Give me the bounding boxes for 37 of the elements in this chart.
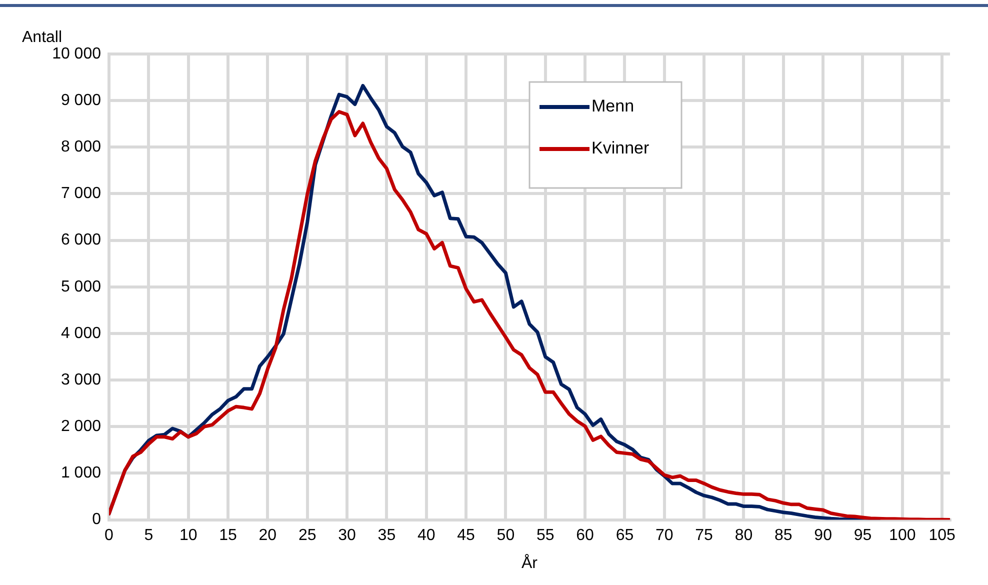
x-tick-label: 100 xyxy=(889,526,916,544)
x-tick-label: 85 xyxy=(774,526,792,544)
y-tick-label: 1 000 xyxy=(60,464,102,482)
x-tick-label: 70 xyxy=(655,526,674,544)
y-tick-label: 2 000 xyxy=(60,418,102,436)
y-tick-label: 7 000 xyxy=(60,185,102,202)
x-tick-label: 95 xyxy=(854,526,872,544)
x-tick-label: 40 xyxy=(417,526,436,544)
y-tick-label: 6 000 xyxy=(60,232,102,249)
x-tick-label: 35 xyxy=(378,526,396,544)
legend-label: Menn xyxy=(592,96,634,116)
y-tick-label: 0 xyxy=(92,511,102,528)
x-tick-label: 10 xyxy=(179,526,198,544)
x-tick-label: 45 xyxy=(457,526,476,544)
x-tick-label: 5 xyxy=(144,526,154,544)
y-tick-label: 4 000 xyxy=(60,324,102,342)
x-tick-label: 65 xyxy=(616,526,634,544)
y-axis-title: Antall xyxy=(22,29,62,46)
x-tick-label: 55 xyxy=(536,526,554,544)
y-tick-label: 3 000 xyxy=(60,371,102,388)
x-tick-label: 60 xyxy=(576,526,594,544)
x-tick-label: 105 xyxy=(928,526,956,544)
x-tick-label: 80 xyxy=(734,526,753,544)
y-tick-label: 9 000 xyxy=(60,92,102,109)
x-tick-label: 20 xyxy=(258,526,277,544)
y-tick-label: 5 000 xyxy=(60,278,102,296)
x-tick-label: 15 xyxy=(219,526,238,544)
x-tick-label: 30 xyxy=(338,526,356,544)
x-tick-label: 25 xyxy=(298,526,316,544)
x-axis-title: År xyxy=(522,554,538,572)
y-tick-label: 10 000 xyxy=(52,45,102,62)
x-tick-label: 50 xyxy=(496,526,515,544)
y-tick-label: 8 000 xyxy=(60,138,102,156)
x-tick-label: 0 xyxy=(104,526,114,544)
legend-label: Kvinner xyxy=(592,138,650,158)
x-tick-label: 75 xyxy=(695,526,714,544)
x-tick-label: 90 xyxy=(814,526,832,544)
